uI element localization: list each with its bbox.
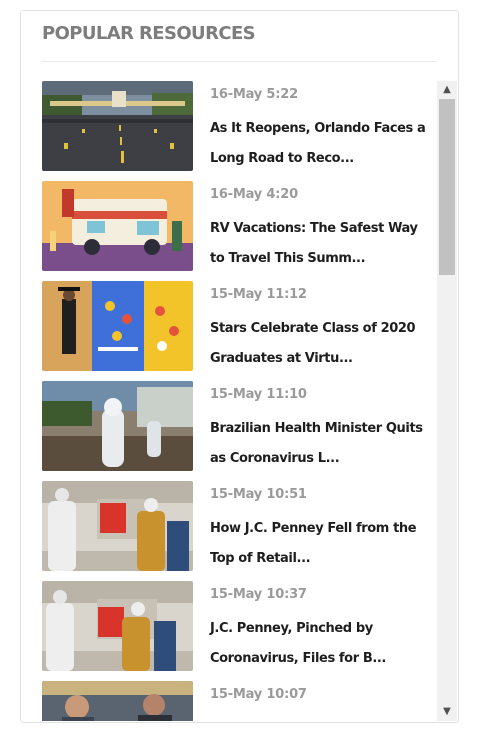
scrollbar-thumb[interactable] — [439, 99, 455, 275]
item-headline-link[interactable]: As It Reopens, Orlando Faces a Long Road… — [210, 121, 426, 166]
popular-resources-widget: POPULAR RESOURCES — [20, 10, 459, 723]
item-date: 15-May 10:07 — [210, 687, 307, 702]
item-headline-link[interactable]: How J.C. Penney Fell from the Top of Ret… — [210, 521, 417, 566]
store-mannequins-image[interactable] — [42, 481, 193, 571]
title-divider — [42, 61, 436, 62]
graduation-collage-image[interactable] — [42, 281, 193, 371]
resource-item[interactable]: 15-May 11:12 Stars Celebrate Class of 20… — [42, 281, 437, 371]
rv-camper-illustration[interactable] — [42, 181, 193, 271]
item-date: 15-May 10:37 — [210, 587, 307, 602]
protective-suit-image[interactable] — [42, 381, 193, 471]
resource-item[interactable]: 15-May 11:10 Brazilian Health Minister Q… — [42, 381, 437, 471]
item-headline-link[interactable]: RV Vacations: The Safest Way to Travel T… — [210, 221, 418, 266]
resource-item[interactable]: 15-May 10:07 — [42, 681, 437, 721]
item-date: 16-May 5:22 — [210, 87, 298, 102]
resource-item[interactable]: 16-May 4:20 RV Vacations: The Safest Way… — [42, 181, 437, 271]
list-scrollbar[interactable]: ▲ ▼ — [437, 81, 457, 721]
people-image[interactable] — [42, 681, 193, 721]
item-date: 15-May 11:12 — [210, 287, 307, 302]
item-date: 15-May 10:51 — [210, 487, 307, 502]
item-headline-link[interactable]: Brazilian Health Minister Quits as Coron… — [210, 421, 423, 466]
resource-list: 16-May 5:22 As It Reopens, Orlando Faces… — [42, 81, 437, 721]
chevron-down-icon[interactable]: ▼ — [443, 706, 451, 717]
widget-title: POPULAR RESOURCES — [42, 23, 256, 44]
item-headline-link[interactable]: J.C. Penney, Pinched by Coronavirus, Fil… — [210, 621, 386, 666]
empty-road-image[interactable] — [42, 81, 193, 171]
item-headline-link[interactable]: Stars Celebrate Class of 2020 Graduates … — [210, 321, 416, 366]
item-date: 16-May 4:20 — [210, 187, 298, 202]
item-date: 15-May 11:10 — [210, 387, 307, 402]
chevron-up-icon[interactable]: ▲ — [443, 84, 451, 95]
resource-item[interactable]: 16-May 5:22 As It Reopens, Orlando Faces… — [42, 81, 437, 171]
resource-item[interactable]: 15-May 10:51 How J.C. Penney Fell from t… — [42, 481, 437, 571]
resource-item[interactable]: 15-May 10:37 J.C. Penney, Pinched by Cor… — [42, 581, 437, 671]
store-mannequins-image[interactable] — [42, 581, 193, 671]
